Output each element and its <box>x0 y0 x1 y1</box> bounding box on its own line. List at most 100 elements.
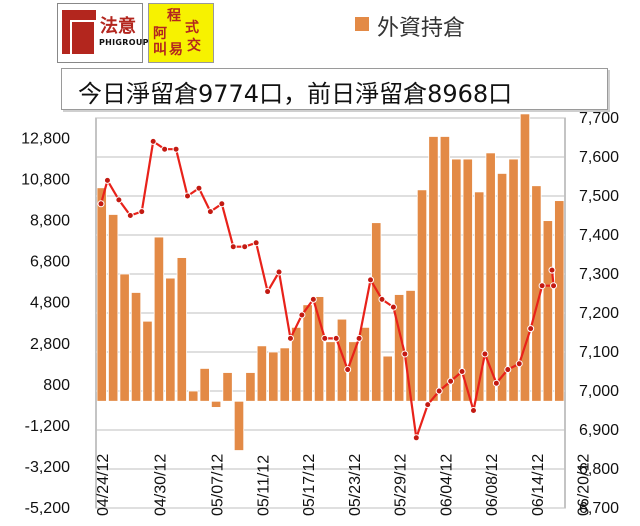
right-axis-tick-label: 7,300 <box>579 266 619 283</box>
line-point <box>504 366 512 374</box>
left-axis-tick-label: 2,800 <box>30 336 70 353</box>
line-point <box>492 379 500 387</box>
bar <box>508 158 519 402</box>
line-point <box>103 176 111 184</box>
summary-banner: 今日淨留倉9774口，前日淨留倉8968口 <box>61 68 608 110</box>
bar <box>485 152 496 402</box>
line-point <box>378 295 386 303</box>
x-axis-tick-label: 04/30/12 <box>152 454 169 516</box>
bar <box>256 345 267 402</box>
bar <box>245 372 256 402</box>
bar <box>222 372 233 402</box>
phigroup-logo: 法意 PHIGROUP <box>57 3 149 63</box>
right-axis-tick-label: 7,400 <box>579 227 619 244</box>
line-point <box>389 303 397 311</box>
logo2-char: 程 <box>167 8 181 24</box>
bar <box>108 214 119 402</box>
line-point <box>97 200 105 208</box>
right-axis-tick-label: 7,200 <box>579 305 619 322</box>
x-axis-tick-label: 05/17/12 <box>301 454 318 516</box>
left-axis-tick-label: 12,800 <box>21 131 70 148</box>
logo2-char: 叫 <box>153 42 167 58</box>
line-point <box>344 366 352 374</box>
left-axis-tick-label: 800 <box>43 377 70 394</box>
right-axis-tick-label: 7,000 <box>579 383 619 400</box>
bar <box>199 368 210 402</box>
line-point <box>264 288 272 296</box>
line-point <box>355 334 363 342</box>
x-axis-tick-label: 06/08/12 <box>484 454 501 516</box>
bar <box>119 273 130 402</box>
bar <box>474 191 485 402</box>
bar <box>210 400 222 408</box>
line-point <box>458 368 466 375</box>
bar <box>96 187 107 402</box>
bar <box>462 158 473 402</box>
bar <box>153 236 165 402</box>
right-axis-tick-label: 6,800 <box>579 461 619 478</box>
bar <box>188 390 199 402</box>
line-point <box>172 145 180 153</box>
x-axis-tick-label: 06/14/12 <box>530 454 547 516</box>
bar <box>519 113 531 402</box>
left-axis-tick-label: 8,800 <box>30 213 70 230</box>
line-point <box>550 282 558 290</box>
bar <box>428 136 439 402</box>
x-axis-tick-label: 06/20/12 <box>576 454 593 516</box>
left-axis-tick-label: 6,800 <box>30 254 70 271</box>
logo2-char: 阿 <box>153 26 167 42</box>
bar <box>268 351 279 402</box>
line-point <box>367 276 375 284</box>
phigroup-mark-icon <box>62 10 96 56</box>
banner-text: 今日淨留倉9774口，前日淨留倉8968口 <box>78 80 513 108</box>
logo-text: 法意 <box>100 16 136 37</box>
line-point <box>115 196 123 204</box>
x-axis-tick-label: 05/29/12 <box>393 454 410 516</box>
bar <box>279 347 290 402</box>
logo2-char: 式 <box>185 20 199 36</box>
bar <box>382 355 393 402</box>
line-point <box>149 137 157 145</box>
bar <box>405 290 416 402</box>
line-point <box>447 377 455 385</box>
line-point <box>321 334 329 342</box>
line-point <box>481 350 489 358</box>
line-point <box>138 208 146 216</box>
bar <box>130 292 142 402</box>
line-point <box>424 401 432 409</box>
x-axis-tick-label: 05/11/12 <box>255 455 272 516</box>
x-axis-tick-label: 04/24/12 <box>95 454 112 516</box>
bar <box>302 304 313 402</box>
bar <box>416 189 428 402</box>
bar <box>496 173 508 402</box>
line-point <box>275 268 283 276</box>
x-axis-tick-label: 05/07/12 <box>210 454 227 516</box>
bar <box>142 320 153 402</box>
legend-label: 外資持倉 <box>377 16 466 41</box>
left-axis-tick-label: 4,800 <box>30 295 70 312</box>
line-point <box>161 145 169 153</box>
line-point <box>538 282 546 290</box>
logo-subtext: PHIGROUP <box>99 38 149 47</box>
bar <box>439 136 451 402</box>
right-axis-tick-label: 7,600 <box>579 149 619 166</box>
line-point <box>548 266 556 274</box>
line-point <box>184 192 192 200</box>
line-point <box>229 243 237 251</box>
bar <box>451 158 462 402</box>
line-point <box>286 334 294 342</box>
left-axis-tick-label: 10,800 <box>21 172 70 189</box>
bar <box>165 277 176 402</box>
line-point <box>298 311 306 319</box>
line-point <box>515 360 523 368</box>
bar <box>371 222 382 402</box>
line-point <box>309 295 317 303</box>
line-point <box>241 243 249 251</box>
right-axis-tick-label: 7,100 <box>579 344 619 361</box>
x-axis-tick-label: 05/23/12 <box>347 454 364 516</box>
bar <box>325 341 336 402</box>
line-point <box>206 208 214 216</box>
line-point <box>252 239 260 247</box>
line-point <box>126 212 134 219</box>
